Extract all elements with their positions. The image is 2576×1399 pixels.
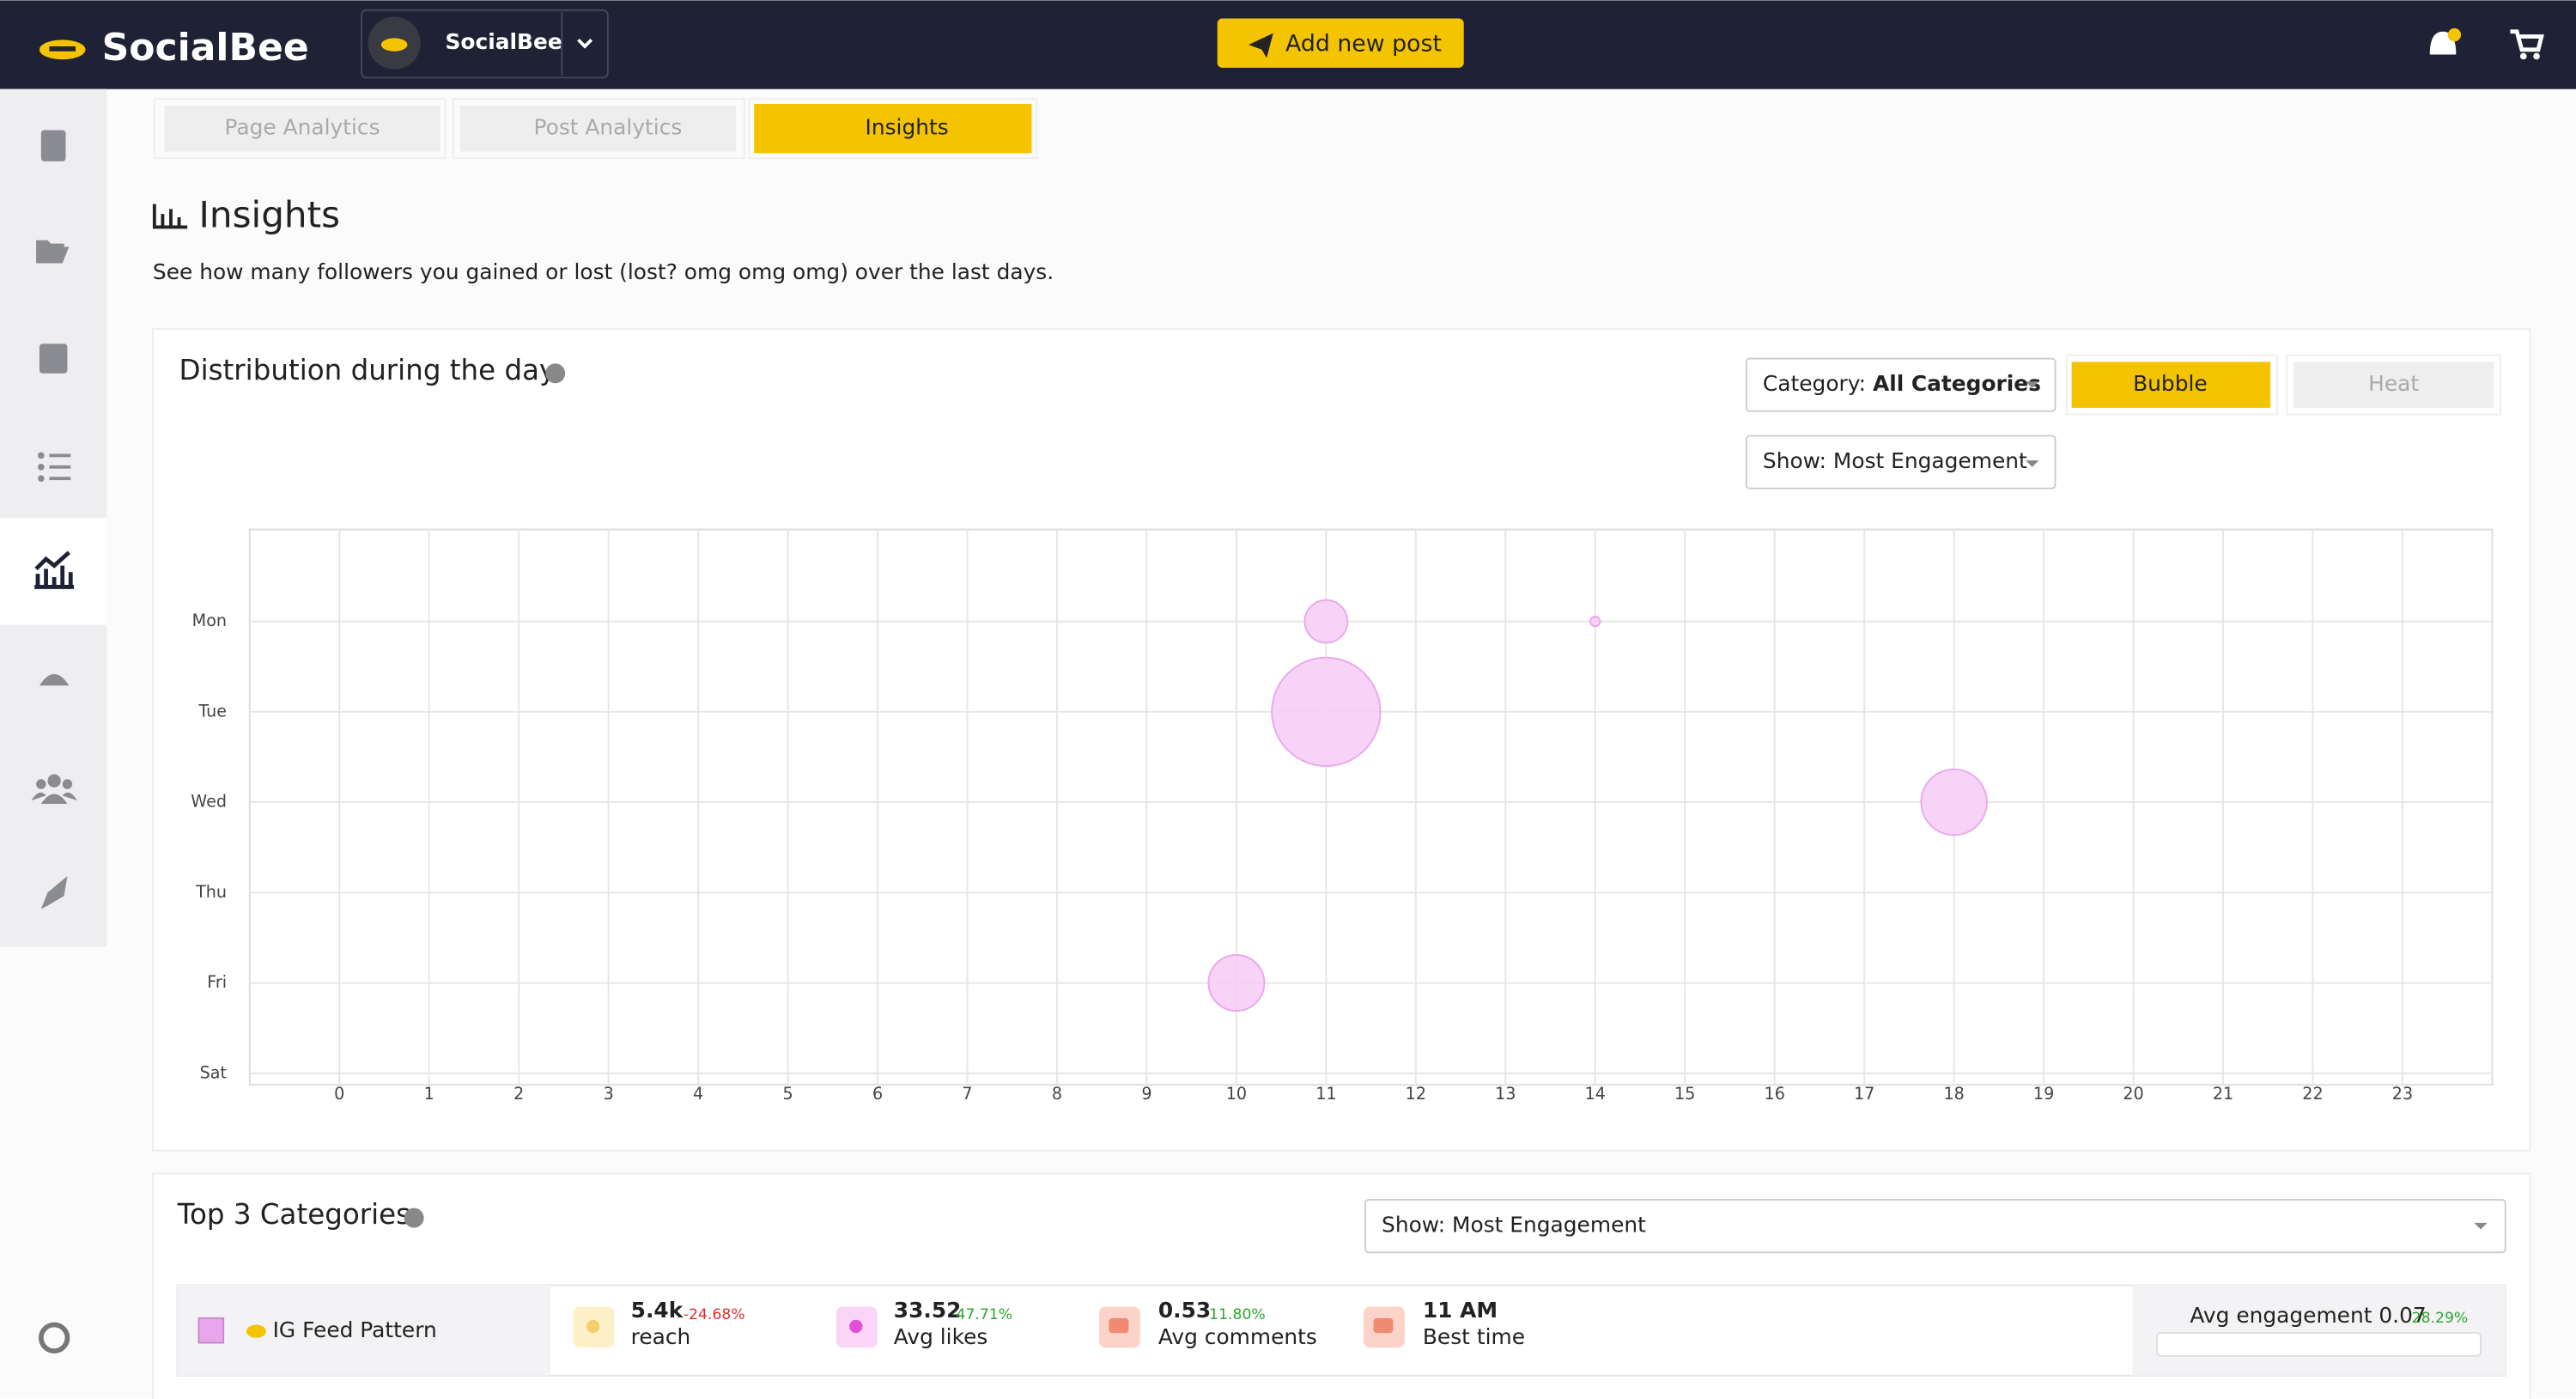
x-tick-label: 16 <box>1765 1084 1785 1104</box>
engagement-label: Avg engagement 0.07 <box>2190 1303 2426 1328</box>
sidebar-active <box>0 518 107 625</box>
bubble-button[interactable] <box>2071 362 2271 408</box>
category-name: IG Feed Pattern <box>273 1317 437 1342</box>
logo[interactable]: SocialBee <box>39 26 309 70</box>
metric-value: 33.52 <box>894 1298 962 1323</box>
category-select[interactable]: Category: All Categories <box>1745 357 2057 412</box>
metric-change: -24.68% <box>683 1306 745 1323</box>
x-tick-label: 6 <box>872 1084 883 1104</box>
metric-label: Avg comments <box>1158 1324 1317 1349</box>
page-description: See how many followers you gained or los… <box>153 259 1054 284</box>
bubble <box>1589 615 1601 628</box>
x-tick-label: 1 <box>424 1084 434 1104</box>
metric-value: 0.53 <box>1158 1298 1211 1323</box>
x-tick-label: 3 <box>604 1084 614 1104</box>
plot-area <box>248 528 2494 1086</box>
heat-button[interactable] <box>2293 362 2494 408</box>
button-label: Add new post <box>1285 31 1442 58</box>
logo-text: SocialBee <box>102 26 309 70</box>
x-tick-label: 18 <box>1943 1084 1964 1104</box>
notifications[interactable] <box>2429 27 2462 55</box>
bubble <box>1207 954 1266 1013</box>
y-tick-label: Thu <box>195 882 227 902</box>
metric-change: 11.80% <box>1209 1306 1266 1323</box>
x-tick-label: 9 <box>1141 1084 1151 1104</box>
x-tick-label: 14 <box>1585 1084 1606 1104</box>
metric-change: 47.71% <box>957 1306 1013 1323</box>
x-tick-label: 10 <box>1226 1084 1247 1104</box>
x-tick-label: 2 <box>513 1084 524 1104</box>
metric-label: Best time <box>1423 1324 1525 1349</box>
x-tick-label: 13 <box>1495 1084 1516 1104</box>
select-value: Show: Most Engagement <box>1382 1213 1646 1238</box>
cart[interactable] <box>2510 29 2544 60</box>
metric-value: 11 AM <box>1423 1298 1498 1323</box>
x-tick-label: 0 <box>334 1084 344 1104</box>
select-value: All Categories <box>1873 371 2041 396</box>
page-title: Insights <box>199 193 341 235</box>
select-label: Category: <box>1763 371 1873 396</box>
category-color[interactable] <box>197 1317 225 1344</box>
x-tick-label: 23 <box>2392 1084 2413 1104</box>
svg-text:Category: All Categories: Category: All Categories <box>1763 371 2041 396</box>
x-tick-label: 22 <box>2302 1084 2323 1104</box>
title-icon <box>152 204 188 229</box>
add-post-button[interactable]: Add new post <box>1217 18 1464 68</box>
sidebar-icons[interactable] <box>31 130 77 1353</box>
bubble <box>1920 768 1988 836</box>
tabs[interactable]: Page Analytics Post Analytics Insights <box>153 98 1038 160</box>
metric-label: reach <box>631 1324 691 1349</box>
account-switcher[interactable]: SocialBee <box>360 9 609 79</box>
show-select[interactable]: Show: Most Engagement <box>1364 1199 2506 1254</box>
x-tick-label: 11 <box>1315 1084 1336 1104</box>
account-name: SocialBee <box>445 29 562 54</box>
metric-label: Avg likes <box>894 1324 988 1349</box>
y-tick-label: Fri <box>207 972 227 992</box>
x-tick-label: 21 <box>2213 1084 2233 1104</box>
category-row: IG Feed Pattern 5.4k -24.68% reach 33.52… <box>176 1284 2506 1377</box>
x-tick-label: 20 <box>2123 1084 2143 1104</box>
bubble <box>1271 656 1382 767</box>
info-icon[interactable] <box>545 363 566 384</box>
x-tick-label: 19 <box>2033 1084 2054 1104</box>
card-title: Distribution during the day <box>179 354 556 386</box>
x-tick-label: 7 <box>962 1084 972 1104</box>
y-tick-label: Tue <box>197 701 227 721</box>
bubble-chart: 0 1 2 3 4 5 6 7 8 9 10 11 12 13 14 15 16 17 18 19 20 21 22 23Mo… <box>191 528 2494 1104</box>
x-tick-label: 8 <box>1052 1084 1062 1104</box>
engagement-bar <box>2156 1332 2482 1357</box>
y-tick-label: Mon <box>192 611 227 630</box>
x-tick-label: 5 <box>783 1084 793 1104</box>
card-title: Top 3 Categories <box>177 1198 410 1231</box>
show-select[interactable]: Show: Most Engagement <box>1745 435 2057 490</box>
metric-change: 28.29% <box>2412 1310 2469 1327</box>
x-tick-label: 4 <box>693 1084 703 1104</box>
x-tick-label: 15 <box>1674 1084 1695 1104</box>
tab[interactable]: Page Analytics <box>225 115 380 140</box>
view-label[interactable]: Heat <box>2368 371 2419 396</box>
x-tick-label: 17 <box>1854 1084 1874 1104</box>
tab[interactable]: Post Analytics <box>534 115 683 140</box>
y-tick-label: Sat <box>200 1062 228 1082</box>
view-label[interactable]: Bubble <box>2133 371 2208 396</box>
select-value: Show: Most Engagement <box>1763 448 2027 473</box>
metric-value: 5.4k <box>631 1298 683 1323</box>
x-tick-label: 12 <box>1406 1084 1426 1104</box>
info-icon[interactable] <box>404 1207 424 1228</box>
tab[interactable]: Insights <box>866 115 949 140</box>
y-tick-label: Wed <box>191 792 227 812</box>
bubble <box>1303 599 1349 644</box>
